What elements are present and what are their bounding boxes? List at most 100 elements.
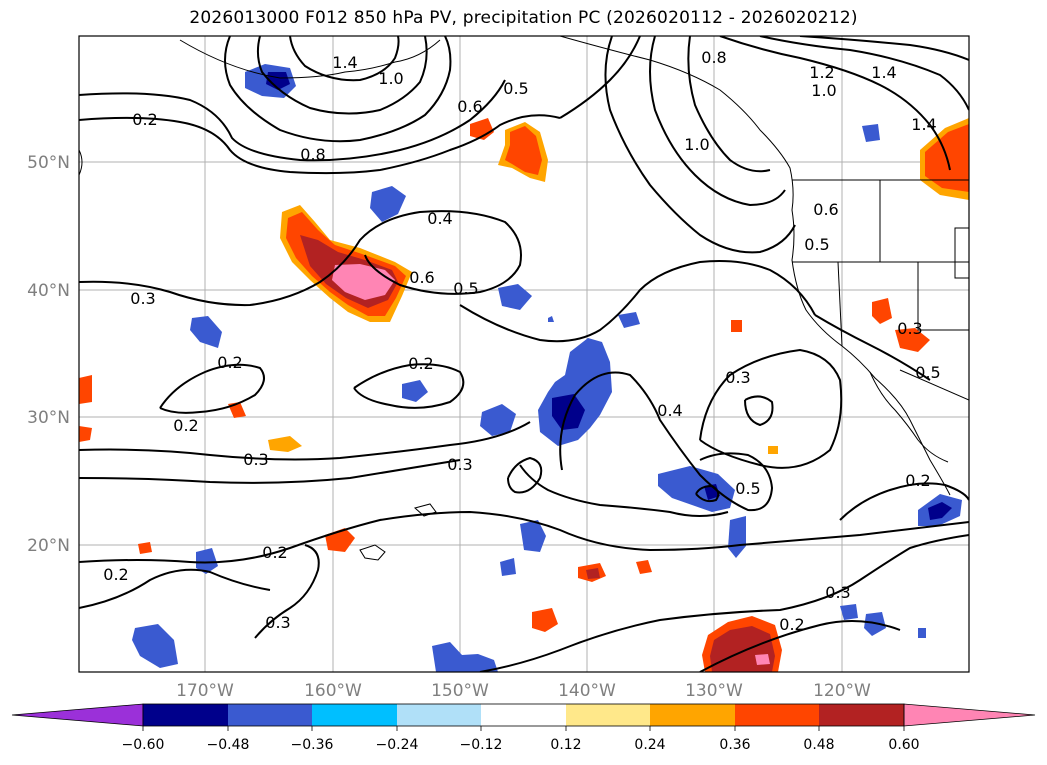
contour-label: 0.6: [813, 200, 838, 219]
precip-negative-area: [520, 520, 546, 552]
colorbar-segment: [735, 704, 819, 726]
colorbar-tick-label: 0.36: [719, 737, 750, 753]
lon-label: 170°W: [176, 681, 234, 701]
colorbar-tick-label: 0.12: [550, 737, 581, 753]
contour-label: 0.3: [243, 450, 268, 469]
colorbar-segment: [650, 704, 735, 726]
colorbar-segment: [397, 704, 481, 726]
precip-positive-area: [268, 436, 302, 452]
precip-negative-area: [370, 186, 406, 222]
precip-negative-area: [432, 642, 498, 672]
contour-label: 0.2: [905, 471, 930, 490]
contour-label: 0.3: [897, 319, 922, 338]
contour-label: 0.2: [779, 615, 804, 634]
colorbar-tick-label: 0.24: [634, 737, 665, 753]
contour-label: 0.3: [725, 368, 750, 387]
lon-label: 140°W: [558, 681, 616, 701]
lat-label: 40°N: [27, 281, 70, 301]
contour-label: 1.4: [911, 115, 936, 134]
precipitation-shading: [79, 64, 969, 672]
contour-label: 0.8: [300, 145, 325, 164]
precip-negative-area: [618, 312, 640, 328]
contour-label: 0.2: [132, 110, 157, 129]
map-frame: [78, 35, 970, 673]
contour-label: 0.2: [408, 354, 433, 373]
colorbar-tick-label: −0.48: [207, 737, 250, 753]
colorbar-tick-label: −0.60: [122, 737, 165, 753]
contour-label: 0.2: [103, 565, 128, 584]
contour-label: 1.0: [811, 81, 836, 100]
colorbar-tick-label: 0.60: [888, 737, 919, 753]
precip-positive-area: [731, 320, 742, 332]
precip-negative-area: [402, 380, 428, 402]
longitude-labels: 170°W 160°W 150°W 140°W 130°W 120°W: [176, 681, 871, 701]
contour-label: 0.2: [217, 353, 242, 372]
lat-label: 50°N: [27, 153, 70, 173]
colorbar-tick-label: −0.24: [376, 737, 419, 753]
contour-label: 0.4: [657, 401, 682, 420]
contour-label: 1.0: [378, 69, 403, 88]
contour-label: 0.6: [457, 97, 482, 116]
colorbar-tick-label: −0.36: [291, 737, 334, 753]
contour-label: 0.5: [453, 279, 478, 298]
precip-negative-area: [728, 516, 746, 558]
precip-negative-area: [132, 624, 178, 668]
lon-label: 130°W: [685, 681, 743, 701]
lon-label: 120°W: [813, 681, 871, 701]
contour-label: 0.3: [825, 583, 850, 602]
precip-positive-area: [470, 118, 494, 140]
precip-positive-area: [895, 328, 930, 352]
colorbar: −0.60 −0.48 −0.36 −0.24 −0.12 0.12 0.24 …: [11, 703, 1036, 753]
precip-positive-area: [79, 375, 92, 404]
precip-positive-area: [532, 608, 558, 632]
precip-negative-area: [840, 604, 858, 620]
precip-negative-area: [480, 404, 516, 436]
contour-label: 1.0: [684, 135, 709, 154]
contour-label: 0.2: [173, 416, 198, 435]
precip-negative-area: [498, 284, 532, 310]
contour-label: 1.2: [809, 63, 834, 82]
contour-labels: 1.4 1.0 0.2 0.6 0.5 0.8 0.8 1.2 1.0 1.4 …: [103, 48, 940, 634]
colorbar-segment: [312, 704, 397, 726]
contour-label: 0.8: [701, 48, 726, 67]
lat-label: 20°N: [27, 536, 70, 556]
colorbar-tick-label: 0.48: [803, 737, 834, 753]
precip-negative-area: [928, 502, 952, 520]
contour-label: 0.3: [447, 455, 472, 474]
precip-positive-area: [586, 568, 600, 579]
colorbar-left-extension: [11, 703, 144, 727]
latitude-labels: 50°N 40°N 30°N 20°N: [27, 153, 70, 556]
contour-label: 0.5: [915, 363, 940, 382]
pv-contours: [79, 36, 969, 672]
precip-positive-area: [636, 560, 652, 574]
contour-label: 0.5: [735, 479, 760, 498]
contour-label: 0.6: [409, 268, 434, 287]
precip-positive-area: [768, 446, 778, 454]
contour-label: 0.5: [804, 235, 829, 254]
contour-label: 0.4: [427, 209, 452, 228]
precip-positive-area: [505, 126, 542, 175]
lon-label: 150°W: [431, 681, 489, 701]
contour-label: 0.3: [265, 613, 290, 632]
lon-label: 160°W: [304, 681, 362, 701]
colorbar-right-extension: [903, 703, 1036, 727]
colorbar-segment: [143, 704, 228, 726]
contour-label: 1.4: [332, 53, 357, 72]
contour-label: 0.5: [503, 79, 528, 98]
precip-negative-area: [500, 558, 516, 576]
lat-label: 30°N: [27, 408, 70, 428]
precip-negative-area: [552, 394, 585, 430]
precip-positive-area: [755, 654, 770, 665]
precip-negative-area: [196, 548, 218, 574]
colorbar-segment: [819, 704, 904, 726]
precip-negative-area: [918, 628, 926, 638]
contour-label: 0.3: [130, 289, 155, 308]
chart-title: 2026013000 F012 850 hPa PV, precipitatio…: [189, 8, 858, 28]
colorbar-segment: [481, 704, 566, 726]
precip-positive-area: [872, 298, 892, 324]
colorbar-segment: [228, 704, 312, 726]
contour-label: 0.2: [262, 543, 287, 562]
precip-negative-area: [862, 124, 880, 142]
precip-positive-area: [79, 426, 92, 442]
